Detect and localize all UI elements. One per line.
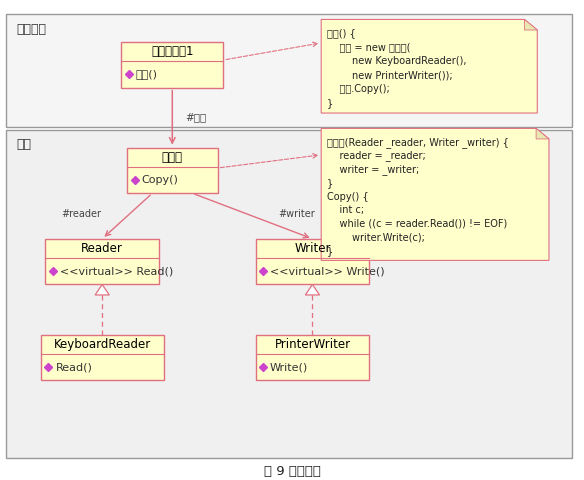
Text: 类库: 类库 — [16, 138, 32, 151]
Bar — [45, 239, 159, 284]
Text: 应用程序: 应用程序 — [16, 23, 46, 36]
Text: #reader: #reader — [61, 209, 101, 218]
Bar — [6, 14, 572, 127]
Bar — [121, 42, 223, 88]
Text: <<virtual>> Read(): <<virtual>> Read() — [60, 266, 173, 276]
Text: }: } — [327, 98, 333, 108]
Polygon shape — [305, 284, 319, 295]
Text: 函数() {: 函数() { — [327, 29, 356, 38]
Text: 服务 = new 服务类(: 服务 = new 服务类( — [327, 43, 411, 52]
Text: 服务类(Reader _reader, Writer _writer) {: 服务类(Reader _reader, Writer _writer) { — [327, 137, 509, 148]
Bar — [256, 239, 370, 284]
Text: #writer: #writer — [279, 209, 315, 218]
Text: }: } — [327, 178, 333, 188]
Text: writer.Write(c);: writer.Write(c); — [327, 232, 425, 242]
Text: reader = _reader;: reader = _reader; — [327, 150, 426, 161]
Bar — [256, 335, 370, 380]
Text: KeyboardReader: KeyboardReader — [54, 338, 151, 351]
Polygon shape — [321, 129, 549, 260]
Bar — [127, 148, 217, 193]
Text: while ((c = reader.Read()) != EOF): while ((c = reader.Read()) != EOF) — [327, 219, 507, 229]
Polygon shape — [321, 19, 537, 113]
Polygon shape — [536, 129, 549, 139]
Text: 图 9 依赖注入: 图 9 依赖注入 — [263, 465, 321, 478]
Text: Writer: Writer — [294, 242, 331, 255]
Text: Write(): Write() — [270, 362, 308, 372]
Polygon shape — [95, 284, 109, 295]
Text: Read(): Read() — [55, 362, 92, 372]
Text: new PrinterWriter());: new PrinterWriter()); — [327, 71, 453, 80]
Text: 函数(): 函数() — [135, 70, 158, 79]
Text: new KeyboardReader(),: new KeyboardReader(), — [327, 57, 467, 66]
Bar — [41, 335, 164, 380]
Text: int c;: int c; — [327, 205, 364, 215]
Text: <<virtual>> Write(): <<virtual>> Write() — [270, 266, 385, 276]
Text: }: } — [327, 246, 333, 256]
Polygon shape — [524, 19, 537, 30]
Text: #服务: #服务 — [185, 113, 206, 122]
Text: PrinterWriter: PrinterWriter — [274, 338, 350, 351]
Text: writer = _writer;: writer = _writer; — [327, 164, 419, 175]
Text: 应用程序类1: 应用程序类1 — [151, 45, 193, 58]
Text: Copy() {: Copy() { — [327, 192, 369, 202]
Text: Reader: Reader — [81, 242, 123, 255]
Text: 服务.Copy();: 服务.Copy(); — [327, 84, 390, 95]
Text: Copy(): Copy() — [141, 175, 179, 185]
Text: 服务类: 服务类 — [162, 151, 183, 164]
Bar — [6, 130, 572, 458]
